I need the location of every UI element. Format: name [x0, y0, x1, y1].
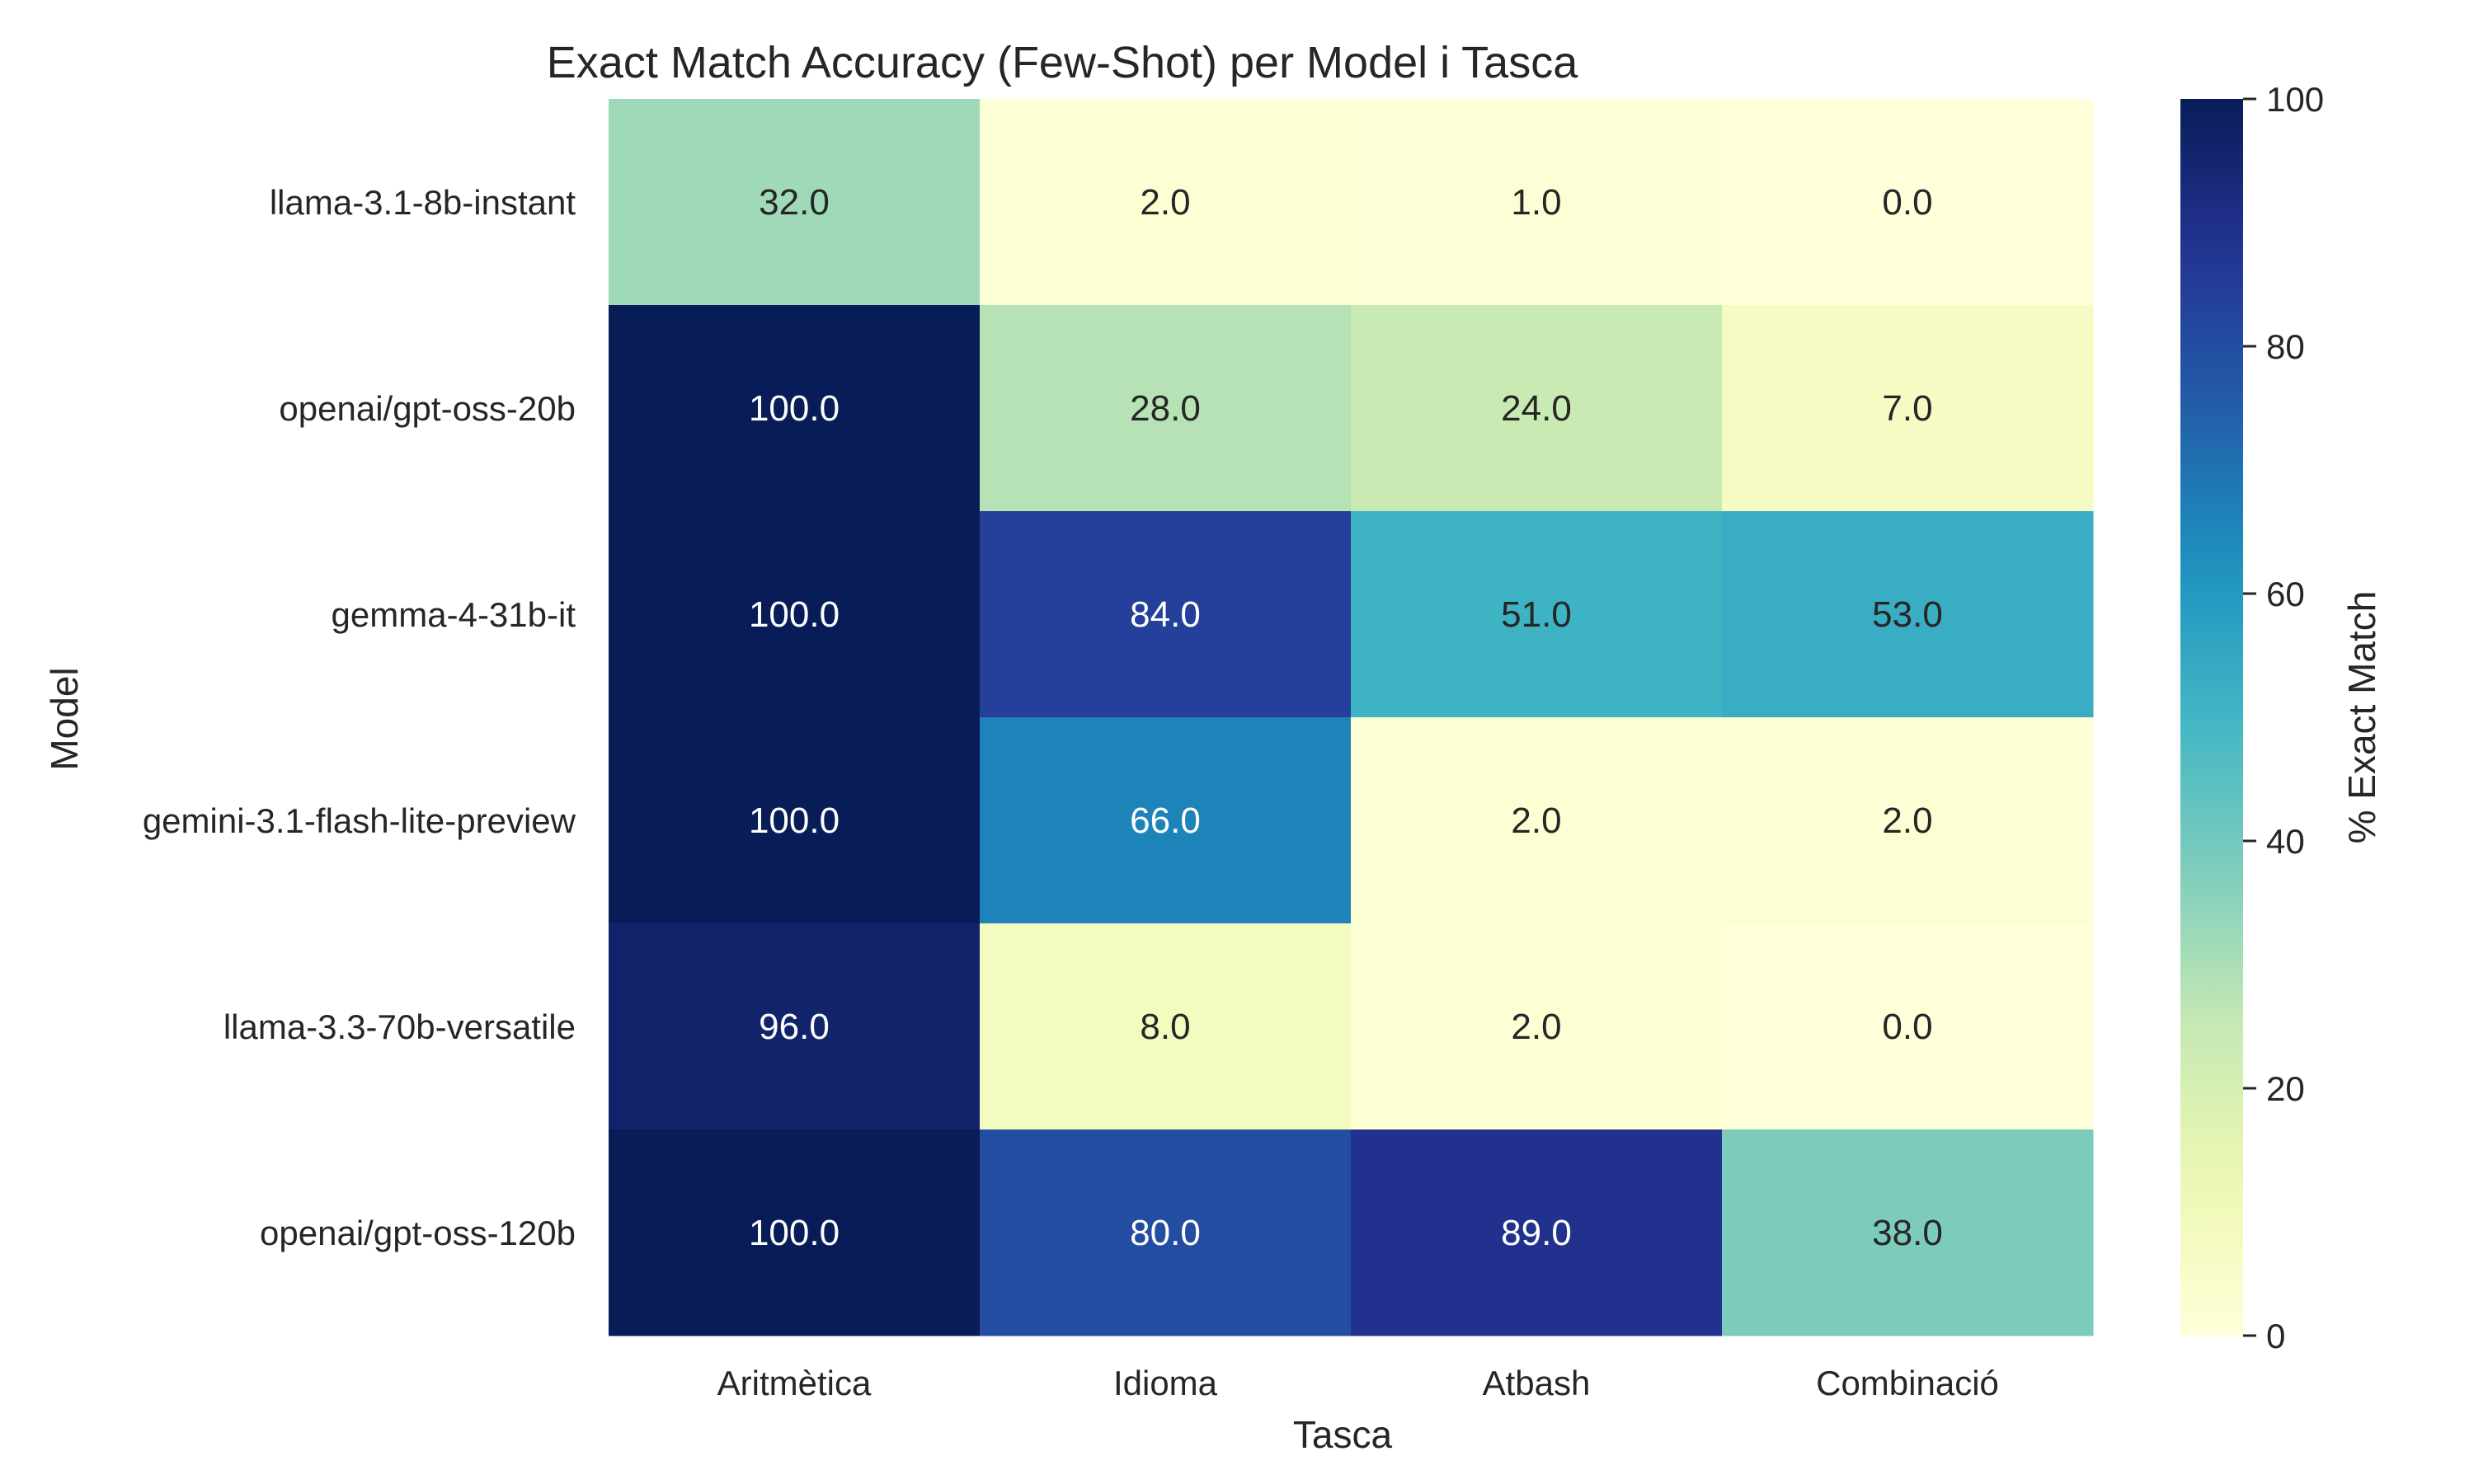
cell-value-label: 66.0 — [1130, 801, 1201, 841]
colorbar-gradient — [2180, 99, 2243, 1336]
cell-value-label: 80.0 — [1130, 1213, 1201, 1253]
cell-value-label: 7.0 — [1882, 388, 1932, 429]
cell-value-label: 8.0 — [1140, 1007, 1190, 1047]
heatmap-cell — [1351, 923, 1723, 1130]
cell-value-label: 89.0 — [1501, 1213, 1572, 1253]
heatmap-cell — [609, 923, 981, 1130]
x-tick-label: Aritmètica — [717, 1364, 872, 1402]
heatmap-cell — [1351, 1129, 1723, 1336]
heatmap-cell — [980, 923, 1352, 1130]
heatmap-cell — [1351, 305, 1723, 512]
y-tick-label: openai/gpt-oss-20b — [279, 389, 576, 428]
cell-value-label: 0.0 — [1882, 182, 1932, 223]
heatmap-cell — [1722, 305, 2094, 512]
heatmap-cell — [1722, 1129, 2094, 1336]
heatmap-cell — [1722, 99, 2094, 306]
y-tick-label: gemini-3.1-flash-lite-preview — [143, 801, 576, 840]
heatmap-cell — [609, 511, 981, 718]
cell-value-label: 96.0 — [759, 1007, 830, 1047]
colorbar-tick-label: 60 — [2266, 575, 2305, 613]
cell-value-label: 51.0 — [1501, 594, 1572, 635]
cell-value-label: 32.0 — [759, 182, 830, 223]
x-axis-label: Tasca — [1293, 1413, 1393, 1456]
colorbar-tick-label: 0 — [2266, 1317, 2285, 1355]
colorbar-tick-label: 100 — [2266, 80, 2324, 119]
chart-title: Exact Match Accuracy (Few-Shot) per Mode… — [547, 38, 1578, 87]
y-tick-label: gemma-4-31b-it — [332, 595, 576, 634]
cell-value-label: 2.0 — [1511, 1007, 1561, 1047]
heatmap-cells: 32.0 2.0 1.0 0.0 100.0 28.0 24.0 7.0 100.0 84.0 51… — [609, 99, 2094, 1336]
colorbar-label: % Exact Match — [2340, 591, 2383, 844]
heatmap-cell — [980, 99, 1352, 306]
cell-value-label: 100.0 — [749, 801, 840, 841]
colorbar-ticks: 0 20 40 60 80 100 — [2243, 80, 2324, 1355]
colorbar-tick-label: 80 — [2266, 327, 2305, 366]
cell-value-label: 0.0 — [1882, 1007, 1932, 1047]
heatmap-cell — [1351, 717, 1723, 924]
heatmap-cell — [1722, 923, 2094, 1130]
heatmap-cell — [1351, 99, 1723, 306]
heatmap-cell — [1722, 717, 2094, 924]
cell-value-label: 2.0 — [1882, 801, 1932, 841]
x-tick-labels: Aritmètica Idioma Atbash Combinació — [717, 1364, 1999, 1402]
heatmap-cell — [1722, 511, 2094, 718]
cell-value-label: 100.0 — [749, 594, 840, 635]
x-tick-label: Atbash — [1483, 1364, 1591, 1402]
colorbar-tick-label: 20 — [2266, 1069, 2305, 1108]
cell-value-label: 100.0 — [749, 1213, 840, 1253]
heatmap-cell — [609, 1129, 981, 1336]
heatmap-cell — [980, 511, 1352, 718]
heatmap-cell — [980, 717, 1352, 924]
y-tick-label: llama-3.3-70b-versatile — [223, 1007, 576, 1046]
cell-value-label: 53.0 — [1872, 594, 1943, 635]
cell-value-label: 28.0 — [1130, 388, 1201, 429]
heatmap-cell — [980, 1129, 1352, 1336]
y-tick-label: llama-3.1-8b-instant — [270, 183, 576, 222]
heatmap-cell — [1351, 511, 1723, 718]
cell-value-label: 24.0 — [1501, 388, 1572, 429]
cell-value-label: 2.0 — [1140, 182, 1190, 223]
cell-value-label: 1.0 — [1511, 182, 1561, 223]
heatmap-cell — [609, 717, 981, 924]
cell-value-label: 2.0 — [1511, 801, 1561, 841]
y-tick-label: openai/gpt-oss-120b — [260, 1214, 576, 1252]
colorbar-tick-label: 40 — [2266, 822, 2305, 861]
colorbar: 0 20 40 60 80 100 % Exact Match — [2180, 80, 2383, 1355]
y-tick-labels: llama-3.1-8b-instant openai/gpt-oss-20b ge… — [143, 183, 576, 1252]
cell-value-label: 100.0 — [749, 388, 840, 429]
cell-value-label: 84.0 — [1130, 594, 1201, 635]
x-tick-label: Idioma — [1113, 1364, 1218, 1402]
cell-value-label: 38.0 — [1872, 1213, 1943, 1253]
heatmap-cell — [980, 305, 1352, 512]
x-tick-label: Combinació — [1816, 1364, 1999, 1402]
heatmap-cell — [609, 305, 981, 512]
heatmap-cell — [609, 99, 981, 306]
y-axis-label: Model — [43, 667, 86, 770]
